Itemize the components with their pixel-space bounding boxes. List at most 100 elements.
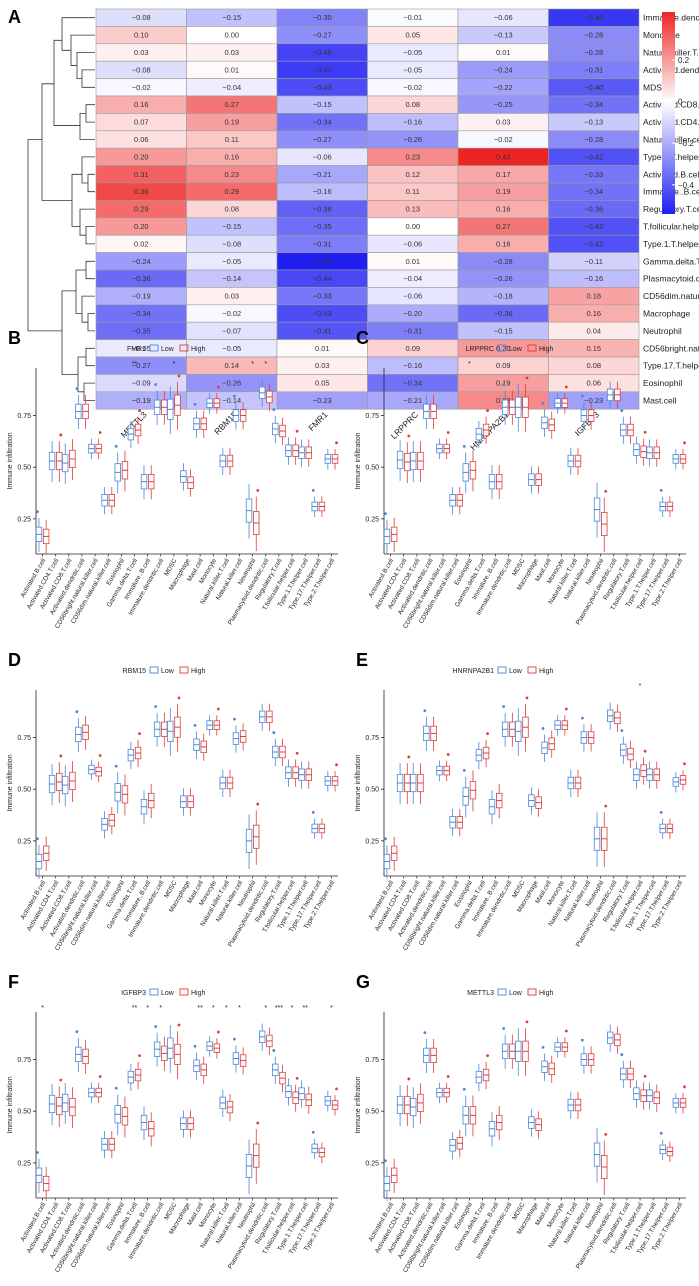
heatmap-cell-value: −0.19 xyxy=(132,292,151,301)
heatmap-cell-value: 0.10 xyxy=(134,31,149,40)
heatmap-cell-value: −0.05 xyxy=(132,344,151,353)
heatmap-cell-value: 0.23 xyxy=(405,152,420,161)
dendrogram-branch xyxy=(41,83,72,201)
heatmap-cell-value: 0.18 xyxy=(586,292,601,301)
heatmap-row-label: Mast.cell xyxy=(643,396,677,406)
box-outlier-high xyxy=(604,804,608,808)
dendrogram-branch xyxy=(81,295,95,323)
heatmap-cell-value: −0.05 xyxy=(222,257,241,266)
box-outlier-low xyxy=(581,716,584,720)
box-outlier-high xyxy=(407,434,411,438)
box-outlier-low xyxy=(311,488,315,492)
heatmap-cell-value: 0.09 xyxy=(405,344,420,353)
heatmap-cell-value: −0.36 xyxy=(584,205,603,214)
y-tick-label: 0.50 xyxy=(17,1109,31,1116)
heatmap-cell-value: 0.01 xyxy=(315,344,330,353)
heatmap-cell-value: 0.01 xyxy=(405,257,420,266)
box-outlier-low xyxy=(154,383,158,386)
box-outlier-low xyxy=(36,1151,39,1154)
legend-high-swatch xyxy=(527,988,537,996)
heatmap-row-label: Neutrophil xyxy=(643,326,682,336)
heatmap-cell-value: −0.31 xyxy=(584,65,603,74)
y-tick-label: 0.50 xyxy=(365,465,379,472)
heatmap-cell-value: −0.38 xyxy=(313,205,332,214)
legend-high-swatch xyxy=(527,344,537,352)
heatmap-cell-value: −0.34 xyxy=(313,118,332,127)
box-outlier-high xyxy=(604,1132,608,1136)
y-axis-title: Immune infiltration xyxy=(7,432,14,489)
box-outlier-low xyxy=(233,1037,236,1041)
box-outlier-high xyxy=(138,1054,141,1058)
heatmap-cell-value: 0.07 xyxy=(134,118,149,127)
boxplot-panel-rbm15: D RBM15 Low High 0.25 0.50 0.75 Immune infiltra… xyxy=(7,650,339,952)
heatmap-cell-value: 0.03 xyxy=(496,118,511,127)
heatmap-cell-value: −0.43 xyxy=(313,309,332,318)
box-outlier-high xyxy=(643,430,647,434)
y-tick-label: 0.75 xyxy=(17,413,31,420)
box-outlier-low xyxy=(272,731,276,734)
box-outlier-high xyxy=(525,1020,529,1024)
heatmap-cell-value: −0.45 xyxy=(313,48,332,57)
heatmap-cell-value: −0.21 xyxy=(403,396,422,405)
box-outlier-low xyxy=(423,387,427,391)
y-tick-label: 0.25 xyxy=(17,516,31,523)
color-scale-tick-label: 0 xyxy=(678,98,683,107)
heatmap-cell-value: 0.15 xyxy=(586,344,601,353)
heatmap-cell-value: −0.01 xyxy=(403,13,422,22)
heatmap-cell-value: −0.27 xyxy=(313,135,332,144)
heatmap-row-label: Monocyte xyxy=(643,30,680,40)
box-outlier-high xyxy=(98,754,102,757)
heatmap-cell-value: 0.20 xyxy=(496,344,511,353)
heatmap-cell-value: −0.06 xyxy=(403,292,422,301)
heatmap-cell-value: 0.27 xyxy=(496,222,511,231)
y-tick-label: 0.50 xyxy=(17,465,31,472)
box-outlier-low xyxy=(272,408,276,411)
box-outlier-low xyxy=(36,837,39,841)
heatmap-cell-value: −0.30 xyxy=(313,13,332,22)
heatmap-cell-value: 0.16 xyxy=(496,205,511,214)
heatmap-cell-value: −0.42 xyxy=(584,152,603,161)
heatmap-cell-value: −0.08 xyxy=(132,65,151,74)
box-outlier-high xyxy=(98,431,102,434)
legend-gene-name: HNRNPA2B1 xyxy=(453,668,495,675)
heatmap-cell-value: −0.15 xyxy=(494,326,513,335)
significance-mark: * xyxy=(238,1005,241,1012)
box-outlier-low xyxy=(233,394,236,398)
legend-high-label: High xyxy=(539,668,554,675)
panel-letter-E: E xyxy=(356,650,368,670)
heatmap-cell-value: −0.24 xyxy=(494,65,513,74)
legend-low-label: Low xyxy=(161,346,175,353)
heatmap-cell-value: 0.05 xyxy=(315,379,330,388)
legend-low-swatch xyxy=(497,344,507,352)
box-outlier-low xyxy=(114,1086,118,1090)
box-outlier-low xyxy=(462,768,466,772)
box-outlier-low xyxy=(541,401,545,405)
box-outlier-high xyxy=(486,732,489,736)
color-scale-tick-label: −0.2 xyxy=(678,139,694,148)
heatmap-cell-value: −0.06 xyxy=(313,152,332,161)
heatmap-cell-value: 0.16 xyxy=(224,152,239,161)
heatmap-cell-value: 0.14 xyxy=(224,361,239,370)
legend-gene-name: FMR1 xyxy=(127,346,146,353)
heatmap-cell-value: −0.28 xyxy=(584,31,603,40)
dendrogram-branch xyxy=(53,39,80,126)
heatmap-cell-value: −0.31 xyxy=(403,326,422,335)
heatmap-cell-value: 0.31 xyxy=(134,170,149,179)
box-outlier-high xyxy=(604,489,608,493)
dendrogram-branch xyxy=(85,226,95,245)
heatmap-cell-value: −0.02 xyxy=(132,83,151,92)
significance-mark: * xyxy=(225,1005,228,1012)
box-outlier-low xyxy=(502,705,506,708)
y-tick-label: 0.25 xyxy=(17,838,31,845)
heatmap-cell-value: 0.19 xyxy=(496,379,511,388)
box-outlier-high xyxy=(98,1075,102,1078)
heatmap-cell-value: 0.03 xyxy=(134,48,149,57)
color-scale-tick-label: 0.2 xyxy=(678,56,690,65)
box-outlier-high xyxy=(486,409,489,412)
dendrogram-branch xyxy=(61,17,95,51)
significance-mark: * xyxy=(159,1005,162,1012)
heatmap-col-label: LRPPRC xyxy=(389,410,420,441)
heatmap-cell-value: −0.14 xyxy=(222,274,241,283)
heatmap-cell-value: −0.25 xyxy=(494,100,513,109)
